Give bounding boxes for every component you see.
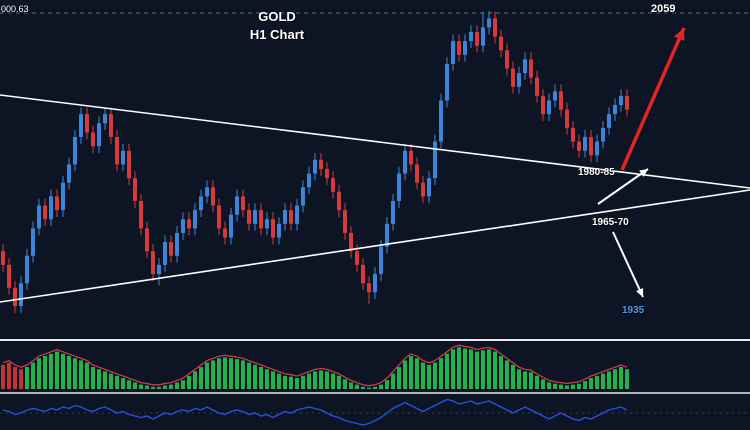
resistance-zone-label: 1980-85 xyxy=(578,167,615,178)
chart-title: GOLD H1 Chart xyxy=(197,8,357,44)
chart-title-symbol: GOLD xyxy=(258,9,296,24)
upside-target-label: 2059 xyxy=(651,3,676,15)
support-zone-label: 1965-70 xyxy=(592,217,629,228)
downside-target-label: 1935 xyxy=(622,305,645,316)
chart-title-timeframe: H1 Chart xyxy=(249,27,305,42)
current-price-label: 000.63 xyxy=(1,4,29,14)
